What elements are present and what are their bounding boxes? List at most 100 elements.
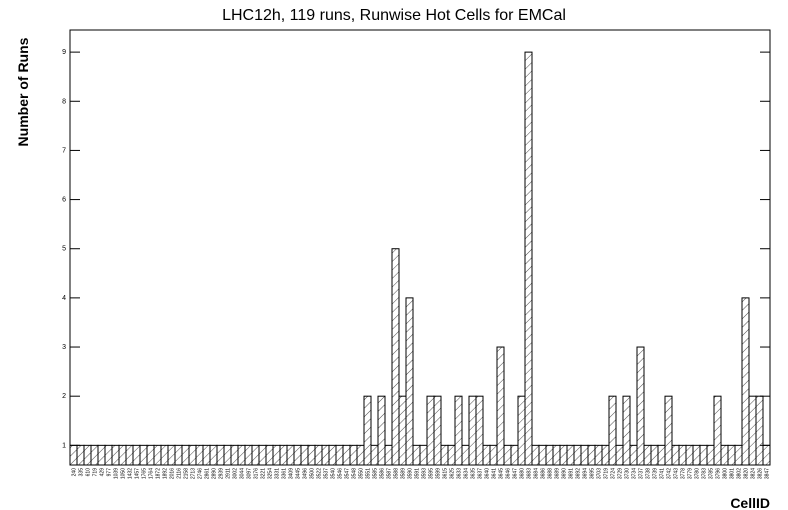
x-tick-label: 3729 — [618, 468, 624, 479]
bar — [678, 444, 687, 466]
x-tick-label: 3550 — [359, 468, 365, 479]
x-tick-label: 3647 — [513, 468, 519, 479]
bar — [727, 444, 736, 466]
bar — [706, 444, 715, 466]
bar — [216, 444, 225, 466]
x-tick-label: 3690 — [562, 468, 568, 479]
y-tick-label: 2 — [62, 393, 66, 400]
x-tick-label: 3595 — [429, 468, 435, 479]
y-tick-label: 6 — [62, 197, 66, 204]
bar — [426, 395, 435, 466]
bar — [286, 444, 295, 466]
x-tick-label: 719 — [93, 468, 99, 477]
x-tick-label: 3546 — [338, 468, 344, 479]
y-tick-label: 5 — [62, 246, 66, 253]
bar — [503, 444, 512, 466]
bar — [97, 444, 106, 466]
x-tick-label: 3738 — [646, 468, 652, 479]
bar — [629, 444, 638, 466]
x-tick-label: 3547 — [345, 468, 351, 479]
x-tick-label: 3593 — [422, 468, 428, 479]
bar — [755, 395, 764, 466]
x-tick-label: 429 — [100, 468, 106, 477]
x-tick-label: 3680 — [520, 468, 526, 479]
bar — [244, 444, 253, 466]
x-tick-label: 2939 — [219, 468, 225, 479]
bar — [237, 444, 246, 466]
x-tick-label: 2116 — [177, 468, 183, 479]
bar — [538, 444, 547, 466]
x-tick-label: 3445 — [296, 468, 302, 479]
bar — [363, 395, 372, 466]
bar — [601, 444, 610, 466]
y-tick-label: 4 — [62, 295, 66, 302]
x-tick-label: 2158 — [184, 468, 190, 479]
bar — [671, 444, 680, 466]
x-tick-label: 2746 — [198, 468, 204, 479]
x-tick-label: 3548 — [352, 468, 358, 479]
x-tick-label: 3633 — [457, 468, 463, 479]
bar — [699, 444, 708, 466]
bar — [419, 444, 428, 466]
x-tick-label: 3044 — [240, 468, 246, 479]
x-tick-label: 3645 — [499, 468, 505, 479]
x-tick-label: 1432 — [128, 468, 134, 479]
x-tick-label: 3779 — [688, 468, 694, 479]
x-tick-label: 3742 — [667, 468, 673, 479]
x-tick-label: 3800 — [723, 468, 729, 479]
x-tick-label: 1039 — [114, 468, 120, 479]
bar — [398, 395, 407, 466]
x-tick-label: 3824 — [751, 468, 757, 479]
x-tick-label: 3778 — [681, 468, 687, 479]
x-tick-label: 3331 — [275, 468, 281, 479]
x-tick-label: 1050 — [121, 468, 127, 479]
bar — [461, 444, 470, 466]
bar — [531, 444, 540, 466]
bar — [300, 444, 309, 466]
bar — [762, 444, 771, 466]
x-tick-label: 3703 — [597, 468, 603, 479]
bar — [293, 444, 302, 466]
bar — [510, 444, 519, 466]
x-tick-label: 3615 — [443, 468, 449, 479]
bar — [573, 444, 582, 466]
bar — [104, 444, 113, 466]
x-tick-label: 3694 — [583, 468, 589, 479]
bar — [552, 444, 561, 466]
x-tick-label: 1765 — [142, 468, 148, 479]
x-tick-label: 2861 — [205, 468, 211, 479]
bar — [202, 444, 211, 466]
x-tick-label: 3783 — [702, 468, 708, 479]
bar — [125, 444, 134, 466]
bar — [685, 444, 694, 466]
bar — [720, 444, 729, 466]
bar — [447, 444, 456, 466]
bar — [433, 395, 442, 466]
x-tick-label: 2890 — [212, 468, 218, 479]
y-tick-label: 8 — [62, 98, 66, 105]
x-tick-label: 240 — [72, 468, 78, 477]
bar — [146, 444, 155, 466]
x-tick-label: 3634 — [464, 468, 470, 479]
bar — [489, 444, 498, 466]
bar — [342, 444, 351, 466]
bar — [377, 395, 386, 466]
x-tick-label: 3176 — [254, 468, 260, 479]
bar — [335, 444, 344, 466]
x-tick-label: 1892 — [163, 468, 169, 479]
bar — [384, 444, 393, 466]
x-tick-label: 3551 — [366, 468, 372, 479]
bar — [69, 444, 78, 466]
x-tick-label: 3691 — [569, 468, 575, 479]
x-tick-label: 3540 — [331, 468, 337, 479]
bar — [412, 444, 421, 466]
x-tick-label: 2713 — [191, 468, 197, 479]
bar — [496, 346, 505, 466]
x-tick-label: 3826 — [758, 468, 764, 479]
x-tick-label: 3221 — [261, 468, 267, 479]
bar — [692, 444, 701, 466]
bar — [188, 444, 197, 466]
x-tick-label: 3641 — [492, 468, 498, 479]
